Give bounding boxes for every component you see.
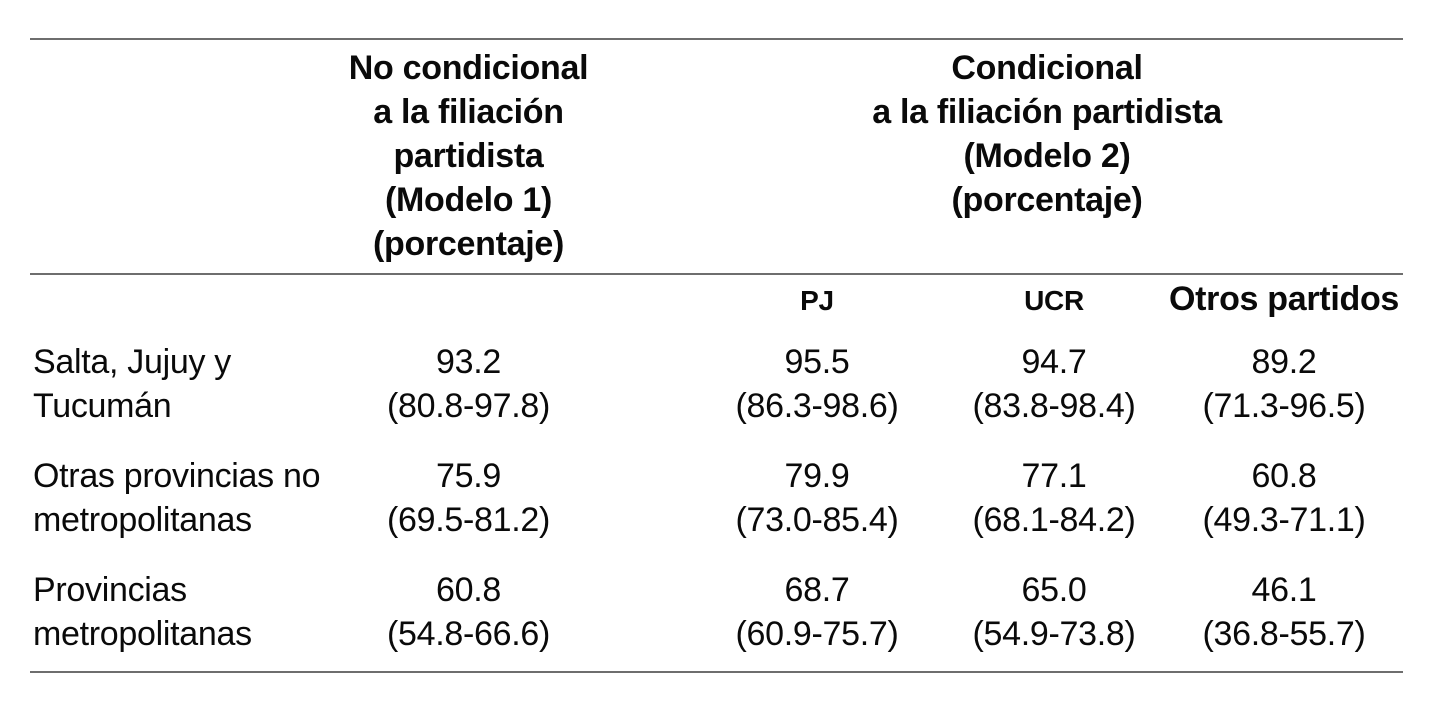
estimate-value: 77.1: [1021, 457, 1087, 495]
header-model1-line: (porcentaje): [373, 225, 564, 263]
header-model2: Condicional a la filiación partidista (M…: [691, 39, 1404, 275]
value-cell: 65.0 (54.9-73.8): [943, 557, 1165, 672]
estimate-value: 46.1: [1251, 571, 1317, 609]
confidence-interval: (68.1-84.2): [972, 501, 1136, 539]
confidence-interval: (69.5-81.2): [386, 501, 550, 539]
estimate-value: 60.8: [436, 571, 501, 609]
header-model1-line: partidista: [393, 137, 544, 175]
value-cell: 46.1 (36.8-55.7): [1165, 557, 1403, 672]
value-cell: 95.5 (86.3-98.6): [691, 329, 943, 443]
estimate-value: 95.5: [784, 343, 850, 381]
value-cell: 89.2 (71.3-96.5): [1165, 329, 1403, 443]
header-party-pj: PJ: [800, 285, 834, 316]
row-label-line: Tucumán: [33, 387, 172, 425]
header-party-ucr: UCR: [1024, 285, 1084, 316]
value-cell: 94.7 (83.8-98.4): [943, 329, 1165, 443]
header-empty-cell: [30, 39, 330, 275]
row-label-line: metropolitanas: [33, 501, 252, 539]
row-label-line: metropolitanas: [33, 615, 252, 653]
confidence-interval: (54.8-66.6): [386, 615, 550, 653]
header-model2-line: (Modelo 2): [963, 137, 1131, 175]
header-model1-line: (Modelo 1): [385, 181, 552, 219]
table-row: Otras provincias no metropolitanas 75.9 …: [30, 443, 1403, 557]
estimate-value: 60.8: [1251, 457, 1317, 495]
header-party-otros: Otros partidos: [1168, 280, 1400, 318]
confidence-interval: (80.8-97.8): [386, 387, 550, 425]
estimate-value: 89.2: [1251, 343, 1317, 381]
header-row-parties: PJ UCR Otros partidos: [30, 274, 1403, 329]
header-empty-cell: [30, 274, 330, 329]
header-model2-line: a la filiación partidista: [872, 93, 1222, 131]
estimate-value: 68.7: [784, 571, 850, 609]
value-cell: 79.9 (73.0-85.4): [691, 443, 943, 557]
header-model2-line: Condicional: [951, 49, 1143, 87]
row-label-provincias-metropolitanas: Provincias metropolitanas: [30, 557, 330, 672]
results-table: No condicional a la filiación partidista…: [30, 38, 1404, 673]
confidence-interval: (86.3-98.6): [735, 387, 899, 425]
estimate-value: 94.7: [1021, 343, 1087, 381]
confidence-interval: (36.8-55.7): [1202, 615, 1366, 653]
confidence-interval: (83.8-98.4): [972, 387, 1136, 425]
value-cell: 77.1 (68.1-84.2): [943, 443, 1165, 557]
header-model1-line: a la filiación: [373, 93, 564, 131]
confidence-interval: (60.9-75.7): [735, 615, 899, 653]
header-empty-cell: [330, 274, 691, 329]
header-row-models: No condicional a la filiación partidista…: [30, 39, 1404, 275]
header-model1: No condicional a la filiación partidista…: [330, 39, 691, 275]
estimate-value: 65.0: [1021, 571, 1087, 609]
value-cell: 75.9 (69.5-81.2): [330, 443, 691, 557]
row-label-line: Otras provincias no: [33, 457, 321, 495]
confidence-interval: (71.3-96.5): [1202, 387, 1366, 425]
header-model2-line: (porcentaje): [951, 181, 1143, 219]
estimate-value: 93.2: [436, 343, 501, 381]
row-label-salta-jujuy-tucuman: Salta, Jujuy y Tucumán: [30, 329, 330, 443]
estimate-value: 79.9: [784, 457, 850, 495]
table-row: Provincias metropolitanas 60.8 (54.8-66.…: [30, 557, 1403, 672]
row-label-otras-provincias: Otras provincias no metropolitanas: [30, 443, 330, 557]
table-row: Salta, Jujuy y Tucumán 93.2 (80.8-97.8) …: [30, 329, 1403, 443]
header-model1-line: No condicional: [348, 49, 589, 87]
row-label-line: Salta, Jujuy y: [33, 343, 232, 381]
value-cell: 60.8 (49.3-71.1): [1165, 443, 1403, 557]
confidence-interval: (73.0-85.4): [735, 501, 899, 539]
confidence-interval: (54.9-73.8): [972, 615, 1136, 653]
value-cell: 93.2 (80.8-97.8): [330, 329, 691, 443]
value-cell: 68.7 (60.9-75.7): [691, 557, 943, 672]
confidence-interval: (49.3-71.1): [1202, 501, 1366, 539]
row-label-line: Provincias: [33, 571, 187, 609]
value-cell: 60.8 (54.8-66.6): [330, 557, 691, 672]
estimate-value: 75.9: [436, 457, 501, 495]
